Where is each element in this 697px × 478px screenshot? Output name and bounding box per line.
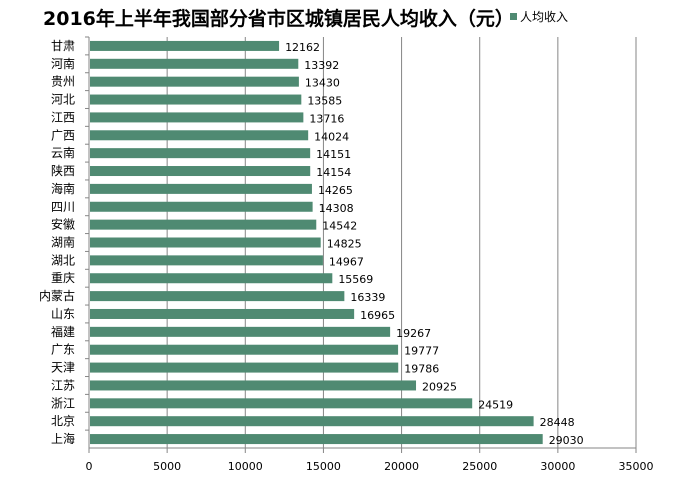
data-label: 13585 <box>307 95 342 108</box>
category-label: 湖南 <box>51 235 75 250</box>
data-label: 14151 <box>316 148 351 161</box>
category-label: 山东 <box>51 307 75 321</box>
category-label: 云南 <box>51 145 75 160</box>
x-tick-label: 25000 <box>462 460 497 473</box>
legend-swatch <box>510 13 517 20</box>
category-label: 河北 <box>51 93 75 107</box>
bar <box>90 183 312 194</box>
category-label: 上海 <box>51 431 75 446</box>
data-label: 19777 <box>404 345 439 358</box>
bar <box>90 434 543 445</box>
x-tick-label: 0 <box>86 460 93 473</box>
bar <box>90 308 355 319</box>
legend: 人均收入 <box>510 8 568 25</box>
bar <box>90 362 399 373</box>
x-tick-label: 15000 <box>306 460 341 473</box>
category-label: 湖北 <box>51 252 75 267</box>
category-label: 浙江 <box>51 396 75 410</box>
bar <box>90 166 311 177</box>
category-label: 河南 <box>51 56 75 71</box>
category-label: 天津 <box>51 361 75 375</box>
category-label: 江西 <box>51 110 75 124</box>
category-label: 贵州 <box>51 75 75 89</box>
data-label: 24519 <box>478 398 513 411</box>
bar <box>90 94 302 105</box>
bar <box>90 148 311 159</box>
bar <box>90 40 280 51</box>
data-label: 14024 <box>314 130 349 143</box>
bar <box>90 219 317 230</box>
x-tick-label: 20000 <box>384 460 419 473</box>
x-tick-label: 30000 <box>540 460 575 473</box>
data-label: 13430 <box>305 77 340 90</box>
legend-label: 人均收入 <box>520 10 569 24</box>
bar <box>90 416 534 427</box>
data-label: 16965 <box>360 309 395 322</box>
category-label: 广东 <box>51 343 75 357</box>
bar <box>90 130 309 141</box>
bar <box>90 201 313 212</box>
bar <box>90 344 399 355</box>
category-label: 江苏 <box>51 378 75 392</box>
category-label: 四川 <box>51 200 75 214</box>
data-label: 14825 <box>327 238 362 251</box>
category-label: 重庆 <box>51 271 75 285</box>
category-label: 海南 <box>51 181 75 196</box>
data-label: 16339 <box>350 291 385 304</box>
data-label: 20925 <box>422 380 457 393</box>
category-label: 安徽 <box>51 217 75 232</box>
category-label: 内蒙古 <box>39 288 75 303</box>
x-tick-label: 35000 <box>619 460 654 473</box>
chart-title: 2016年上半年我国部分省市区城镇居民人均收入（元） <box>43 8 514 30</box>
bar <box>90 380 417 391</box>
data-label: 19267 <box>396 327 431 340</box>
data-label: 14308 <box>319 202 354 215</box>
bar <box>90 58 299 69</box>
bar <box>90 398 473 409</box>
bar <box>90 326 391 337</box>
category-label: 福建 <box>51 324 75 339</box>
data-label: 13716 <box>309 112 344 125</box>
bar <box>90 76 299 87</box>
data-label: 19786 <box>404 363 439 376</box>
data-label: 29030 <box>549 434 584 447</box>
bar <box>90 112 304 123</box>
bar <box>90 273 333 284</box>
category-label: 广西 <box>51 128 75 142</box>
category-label: 甘肃 <box>51 39 75 53</box>
bar <box>90 291 345 302</box>
data-label: 14967 <box>329 255 364 268</box>
data-label: 14265 <box>318 184 353 197</box>
category-label: 北京 <box>51 414 75 428</box>
bar <box>90 237 321 248</box>
data-label: 12162 <box>285 41 320 54</box>
x-tick-label: 10000 <box>228 460 263 473</box>
data-label: 14154 <box>316 166 351 179</box>
bar <box>90 255 323 266</box>
data-label: 13392 <box>304 59 339 72</box>
data-label: 14542 <box>322 220 357 233</box>
data-label: 15569 <box>338 273 373 286</box>
x-tick-label: 5000 <box>153 460 181 473</box>
category-label: 陕西 <box>51 163 75 178</box>
data-label: 28448 <box>540 416 575 429</box>
